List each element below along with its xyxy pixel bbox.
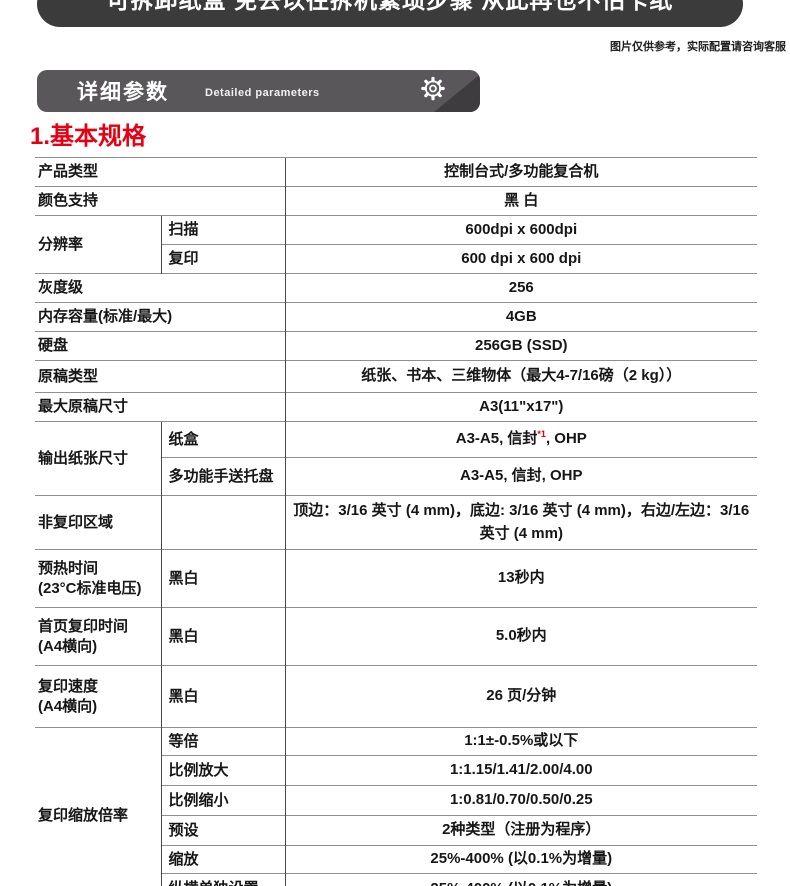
spec-value: 顶边：3/16 英寸 (4 mm)，底边: 3/16 英寸 (4 mm)，右边/…: [284, 495, 758, 550]
spec-sublabel: 黑白: [160, 549, 286, 608]
spec-value: 600 dpi x 600 dpi: [284, 244, 758, 274]
table-row: 复印速度 (A4横向) 黑白 26 页/分钟: [35, 665, 758, 728]
spec-sublabel: 扫描: [160, 215, 286, 245]
spec-sublabel: 比例缩小: [160, 785, 286, 816]
spec-sublabel: 纸盒: [160, 421, 286, 458]
spec-label: 非复印区域: [35, 495, 161, 550]
spec-value: A3-A5, 信封, OHP: [284, 457, 758, 496]
table-row: 最大原稿尺寸 A3(11"x17"): [35, 392, 758, 422]
spec-value: 26 页/分钟: [284, 665, 758, 728]
spec-label: 内存容量(标准/最大): [35, 302, 286, 332]
spec-value: 控制台式/多功能复合机: [284, 157, 758, 187]
disclaimer-text: 图片仅供参考，实际配置请咨询客服: [610, 41, 786, 53]
spec-sublabel: 等倍: [160, 727, 286, 756]
spec-sublabel: 纵横单独设置: [160, 873, 286, 886]
section-heading-basic-specs: 1.基本规格: [30, 123, 147, 150]
spec-value: 1:1.15/1.41/2.00/4.00: [284, 755, 758, 786]
table-row: 灰度级 256: [35, 273, 758, 303]
table-row: 非复印区域 顶边：3/16 英寸 (4 mm)，底边: 3/16 英寸 (4 m…: [35, 495, 758, 550]
spec-value: 256GB (SSD): [284, 331, 758, 361]
spec-label: 首页复印时间 (A4横向): [35, 607, 161, 666]
spec-label: 原稿类型: [35, 360, 286, 393]
detailed-parameters-header: 详细参数 Detailed parameters: [37, 70, 480, 112]
spec-label: 产品类型: [35, 157, 286, 187]
spec-label: 复印速度 (A4横向): [35, 665, 161, 728]
spec-sublabel: 比例放大: [160, 755, 286, 786]
spec-sublabel: 预设: [160, 815, 286, 846]
spec-label: 最大原稿尺寸: [35, 392, 286, 422]
footnote-marker: *1: [537, 429, 546, 440]
table-row: 复印缩放倍率 等倍 1:1±-0.5%或以下: [35, 727, 758, 886]
spec-value: 25%-400% (以0.1%为增量): [284, 845, 758, 874]
promo-banner-text: 可拆卸纸盒 免去以往拆机繁琐步骤 从此再也不怕卡纸: [106, 0, 674, 13]
spec-value: 4GB: [284, 302, 758, 332]
header-title-cn: 详细参数: [77, 81, 169, 104]
table-row: 预热时间 (23°C标准电压) 黑白 13秒内: [35, 549, 758, 608]
table-row: 首页复印时间 (A4横向) 黑白 5.0秒内: [35, 607, 758, 666]
spec-label: 分辨率: [35, 215, 161, 274]
table-row: 复印 600 dpi x 600 dpi: [35, 244, 758, 274]
spec-sublabel-empty: [160, 495, 286, 550]
table-row: 硬盘 256GB (SSD): [35, 331, 758, 361]
spec-table: 产品类型 控制台式/多功能复合机 颜色支持 黑 白 分辨率 扫描 600dpi …: [35, 157, 758, 886]
spec-label: 复印缩放倍率: [35, 727, 161, 886]
spec-value: 1:1±-0.5%或以下: [284, 727, 758, 756]
table-row: 颜色支持 黑 白: [35, 186, 758, 216]
spec-value: 256: [284, 273, 758, 303]
spec-value: 13秒内: [284, 549, 758, 608]
spec-sublabel: 黑白: [160, 665, 286, 728]
table-row: 多功能手送托盘 A3-A5, 信封, OHP: [35, 457, 758, 496]
table-row: 分辨率 扫描 600dpi x 600dpi: [35, 215, 758, 274]
spec-value: 25%-400% (以0.1%为增量): [284, 873, 758, 886]
spec-sublabel: 复印: [160, 244, 286, 274]
gear-icon: [418, 74, 448, 109]
table-row: 比例缩小 1:0.81/0.70/0.50/0.25: [35, 785, 758, 816]
spec-sublabel: 多功能手送托盘: [160, 457, 286, 496]
spec-value: 600dpi x 600dpi: [284, 215, 758, 245]
spec-value: 黑 白: [284, 186, 758, 216]
spec-sublabel: 黑白: [160, 607, 286, 666]
spec-value: 5.0秒内: [284, 607, 758, 666]
spec-value: A3-A5, 信封*1, OHP: [284, 421, 758, 458]
table-row: 预设 2种类型（注册为程序）: [35, 815, 758, 846]
table-row: 内存容量(标准/最大) 4GB: [35, 302, 758, 332]
spec-label: 硬盘: [35, 331, 286, 361]
header-title-en: Detailed parameters: [205, 86, 320, 99]
spec-label: 输出纸张尺寸: [35, 421, 161, 496]
promo-banner: 可拆卸纸盒 免去以往拆机繁琐步骤 从此再也不怕卡纸: [37, 0, 743, 27]
spec-value: A3(11"x17"): [284, 392, 758, 422]
table-row: 输出纸张尺寸 纸盒 A3-A5, 信封*1, OHP: [35, 421, 758, 496]
spec-value: 2种类型（注册为程序）: [284, 815, 758, 846]
table-row: 产品类型 控制台式/多功能复合机: [35, 157, 758, 187]
spec-label: 预热时间 (23°C标准电压): [35, 549, 161, 608]
table-row: 比例放大 1:1.15/1.41/2.00/4.00: [35, 755, 758, 786]
spec-value: 纸张、书本、三维物体（最大4-7/16磅（2 kg））: [284, 360, 758, 393]
spec-sublabel: 缩放: [160, 845, 286, 874]
spec-label: 灰度级: [35, 273, 286, 303]
spec-label: 颜色支持: [35, 186, 286, 216]
table-row: 缩放 25%-400% (以0.1%为增量): [35, 845, 758, 874]
table-row: 纵横单独设置 25%-400% (以0.1%为增量): [35, 873, 758, 886]
spec-value: 1:0.81/0.70/0.50/0.25: [284, 785, 758, 816]
table-row: 原稿类型 纸张、书本、三维物体（最大4-7/16磅（2 kg））: [35, 360, 758, 393]
